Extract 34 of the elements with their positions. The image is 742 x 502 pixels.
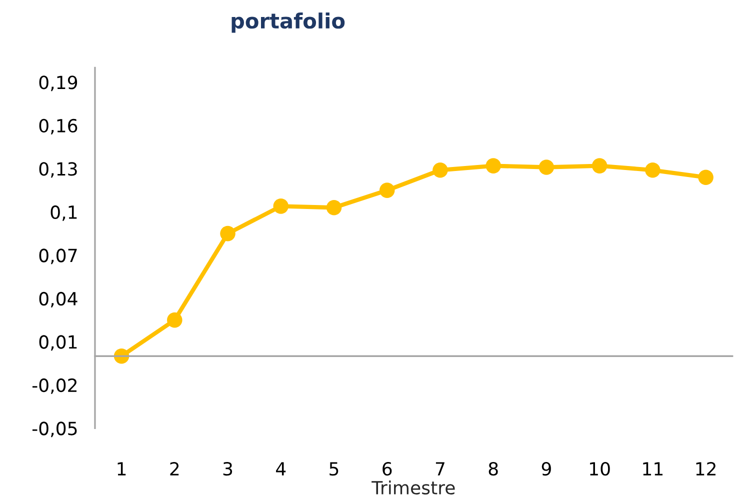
point [698, 170, 714, 185]
chart-title: portafolio [232, 12, 345, 33]
y-tick-label: 0,07 [39, 248, 77, 264]
x-tick-label: 12 [696, 462, 716, 476]
x-tick-label: 1 [118, 462, 126, 476]
point [326, 200, 342, 216]
point [538, 160, 554, 175]
x-tick-label: 2 [170, 462, 179, 476]
x-tick-label: 3 [223, 462, 232, 476]
y-tick-label: 0,16 [39, 118, 78, 134]
point [220, 226, 236, 242]
point [432, 162, 448, 178]
x-tick-label: 8 [488, 462, 498, 476]
x-tick-label: 11 [643, 462, 662, 476]
x-tick-label: 4 [276, 462, 286, 476]
point [167, 312, 182, 328]
x-tick-label: 6 [382, 462, 392, 476]
point [273, 198, 289, 214]
x-axis-title: Trimestre [372, 480, 455, 495]
x-tick-label: 5 [330, 462, 338, 476]
y-tick-label: 0,19 [39, 76, 78, 92]
y-tick-label: 0,04 [39, 292, 78, 308]
y-tick-label: 0,1 [50, 205, 77, 221]
y-tick-label: 0,13 [39, 162, 77, 178]
y-tick-label: -0,02 [32, 378, 76, 394]
point [645, 162, 660, 178]
y-tick-label: -0,05 [32, 422, 77, 438]
point [486, 158, 501, 174]
point [592, 158, 608, 174]
x-tick-label: 7 [436, 462, 444, 476]
x-tick-label: 10 [590, 462, 610, 476]
point [379, 182, 395, 198]
y-tick-label: 0,01 [39, 335, 77, 351]
x-tick-label: 9 [542, 462, 551, 476]
